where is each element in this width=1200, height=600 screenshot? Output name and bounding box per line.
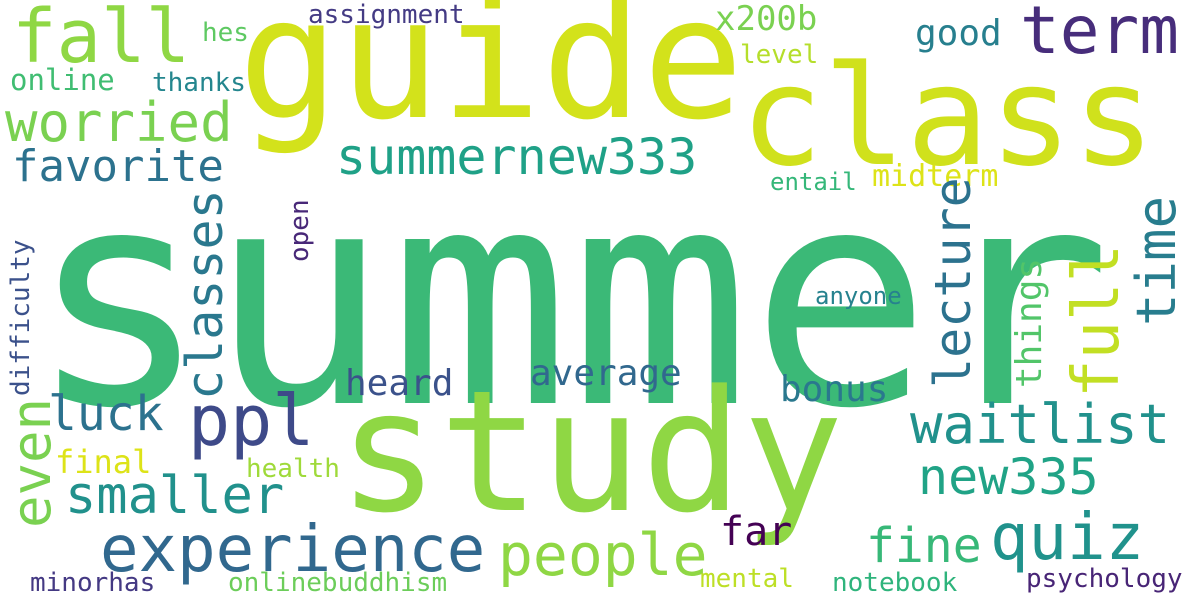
word-summer: summer (28, 125, 1112, 474)
word-term: term (1020, 0, 1179, 69)
word-health: health (246, 454, 340, 484)
word-fine: fine (866, 518, 982, 574)
word-x200b: x200b (715, 0, 818, 39)
word-even: even (0, 397, 63, 528)
word-level: level (740, 40, 819, 70)
word-fall: fall (12, 0, 191, 80)
word-average: average (530, 353, 682, 394)
word-heard: heard (345, 363, 454, 404)
word-good: good (915, 13, 1002, 54)
word-entail: entail (770, 168, 857, 196)
word-thanks: thanks (152, 68, 246, 98)
word-classes: classes (176, 189, 234, 400)
word-people: people (498, 521, 708, 589)
word-favorite: favorite (12, 141, 224, 192)
word-psychology: psychology (1026, 564, 1183, 594)
word-guide: guide (238, 0, 744, 157)
word-ppl: ppl (188, 380, 315, 462)
word-far: far (720, 509, 793, 555)
word-study: study (338, 354, 844, 550)
word-notebook: notebook (832, 568, 958, 598)
word-hes: hes (202, 18, 249, 48)
word-summernew333: summernew333 (336, 128, 698, 186)
word-lecture: lecture (924, 177, 982, 388)
word-assignment: assignment (308, 0, 465, 30)
word-difficulty: difficulty (6, 239, 36, 396)
word-full: full (1060, 243, 1134, 398)
word-class: class (740, 36, 1156, 197)
word-bonus: bonus (780, 369, 889, 410)
word-anyone: anyone (815, 282, 902, 310)
word-minorhas: minorhas (30, 568, 156, 598)
word-luck: luck (48, 386, 164, 442)
word-time: time (1125, 195, 1188, 326)
word-new335: new335 (918, 448, 1099, 506)
word-worried: worried (5, 91, 233, 154)
word-experience: experience (100, 513, 486, 587)
word-open: open (285, 199, 315, 262)
word-quiz: quiz (990, 501, 1145, 575)
word-smaller: smaller (65, 466, 285, 526)
word-things: things (1009, 257, 1050, 388)
word-onlinebuddhism: onlinebuddhism (228, 568, 448, 598)
word-midterm: midterm (872, 159, 999, 194)
word-final: final (55, 443, 152, 481)
word-mental: mental (700, 564, 794, 594)
word-waitlist: waitlist (910, 393, 1171, 456)
word-online: online (10, 63, 115, 97)
